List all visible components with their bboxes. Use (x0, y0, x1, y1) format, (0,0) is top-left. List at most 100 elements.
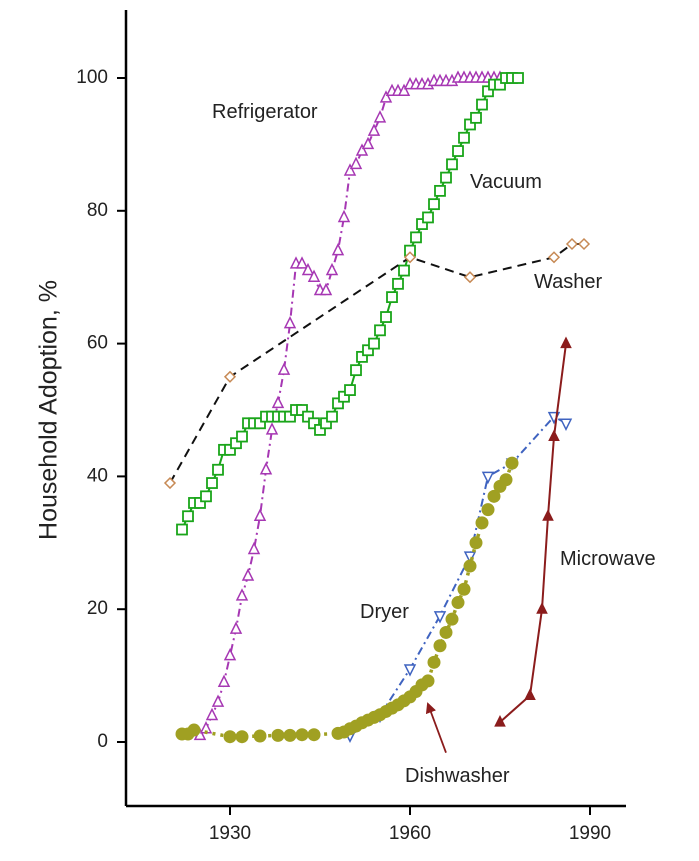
dishwasher-point (445, 612, 459, 626)
dryer-series (343, 411, 573, 744)
washer-point (547, 251, 561, 264)
y-tick-label: 20 (87, 598, 108, 619)
vacuum-point (224, 443, 236, 456)
vacuum-point (512, 72, 524, 84)
x-tick-label: 1990 (569, 823, 611, 844)
dishwasher-point (235, 730, 249, 744)
plot-area (163, 70, 591, 744)
refrigerator-point (241, 568, 255, 581)
vacuum-point (176, 523, 188, 536)
dryer-point (559, 418, 573, 431)
dishwasher-point (295, 728, 309, 742)
dishwasher-point (283, 728, 297, 742)
dishwasher-series (175, 456, 519, 744)
refrigerator-point (223, 648, 237, 661)
dishwasher-point (271, 728, 285, 742)
vacuum-point (410, 231, 422, 244)
refrigerator-point (229, 621, 243, 634)
microwave-point (494, 714, 506, 727)
refrigerator-point (217, 674, 231, 687)
vacuum-point (296, 404, 308, 416)
refrigerator-point (205, 707, 219, 721)
vacuum-point (320, 417, 332, 430)
refrigerator-point (295, 256, 309, 269)
refrigerator-point (355, 143, 369, 156)
dishwasher-point (451, 596, 465, 610)
vacuum-point (470, 111, 482, 124)
refrigerator-point (331, 242, 345, 256)
microwave-label: Microwave (560, 548, 656, 570)
vacuum-point (374, 324, 386, 337)
series-labels: Refrigerator Vacuum Washer Dryer Microwave Di… (212, 101, 656, 787)
washer-label: Washer (534, 271, 603, 293)
x-ticks: 1930 1960 1990 (209, 806, 611, 844)
refrigerator-label: Refrigerator (212, 101, 318, 123)
refrigerator-point (271, 395, 285, 409)
vacuum-point (386, 291, 398, 304)
vacuum-point (284, 410, 296, 423)
vacuum-point (302, 410, 314, 423)
y-tick-label: 40 (87, 465, 108, 486)
vacuum-point (182, 510, 194, 523)
refrigerator-point (379, 90, 393, 103)
vacuum-point (416, 218, 428, 230)
dishwasher-point (469, 536, 483, 550)
refrigerator-point (247, 541, 261, 555)
vacuum-point (338, 390, 350, 403)
y-axis-title: Household Adoption, % (35, 280, 63, 540)
vacuum-point (440, 171, 452, 184)
vacuum-point (236, 430, 248, 443)
refrigerator-point (307, 269, 321, 282)
dishwasher-arrow (425, 702, 447, 753)
vacuum-point (356, 350, 368, 363)
microwave-line (499, 343, 567, 723)
refrigerator-point (301, 262, 315, 276)
vacuum-point (308, 417, 320, 430)
refrigerator-point (235, 588, 249, 601)
refrigerator-point (259, 462, 273, 475)
y-ticks: 0 20 40 60 80 100 (76, 67, 126, 752)
x-tick-label: 1930 (209, 823, 251, 844)
dryer-point (481, 471, 495, 485)
vacuum-point (452, 145, 464, 157)
washer-point (565, 237, 579, 251)
refrigerator-point (367, 123, 381, 136)
refrigerator-point (265, 422, 279, 435)
refrigerator-point (343, 163, 357, 176)
vacuum-point (212, 463, 224, 476)
y-tick-label: 100 (76, 67, 108, 88)
vacuum-point (326, 410, 338, 423)
refrigerator-series (193, 70, 507, 741)
vacuum-line (181, 77, 518, 530)
dishwasher-point (421, 674, 435, 688)
vacuum-point (254, 417, 266, 430)
dishwasher-point (487, 489, 501, 503)
dishwasher-point (439, 625, 453, 639)
vacuum-point (398, 264, 410, 277)
vacuum-point (350, 364, 362, 377)
microwave-point (560, 336, 572, 349)
refrigerator-point (337, 209, 351, 223)
vacuum-point (422, 211, 434, 224)
dishwasher-point (307, 728, 321, 742)
vacuum-point (332, 397, 344, 410)
vacuum-point (200, 490, 212, 503)
dryer-point (403, 664, 417, 677)
y-tick-label: 0 (97, 731, 108, 752)
dishwasher-point (427, 655, 441, 669)
dishwasher-label: Dishwasher (405, 765, 510, 787)
dishwasher-point (253, 729, 267, 743)
dryer-line (349, 415, 567, 737)
refrigerator-point (319, 282, 333, 296)
washer-series (163, 237, 591, 490)
vacuum-point (482, 85, 494, 98)
dishwasher-point (433, 639, 447, 653)
vacuum-point (368, 337, 380, 350)
refrigerator-point (283, 316, 297, 329)
dishwasher-point (475, 516, 489, 530)
vacuum-point (380, 311, 392, 323)
refrigerator-point (325, 262, 339, 276)
vacuum-point (392, 277, 404, 290)
microwave-point (536, 602, 548, 614)
